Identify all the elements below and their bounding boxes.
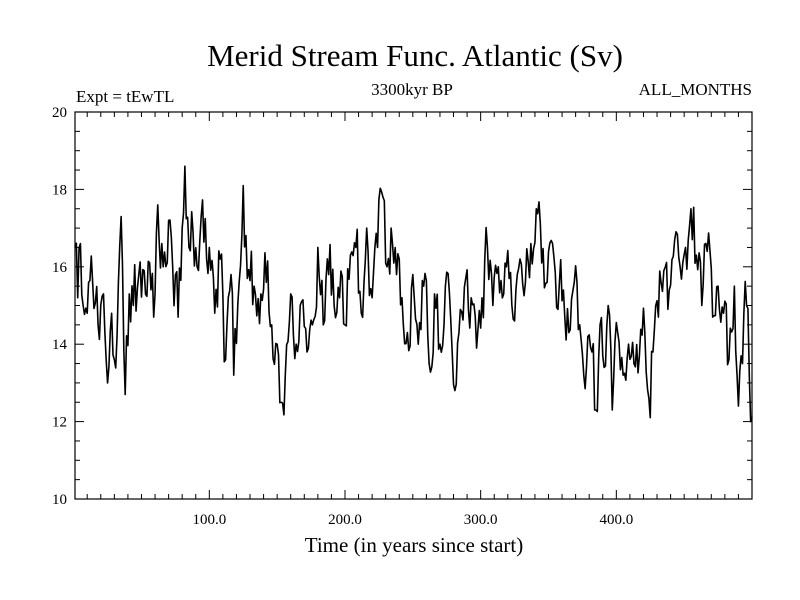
- x-tick-label: 400.0: [599, 512, 633, 528]
- y-axis: 10 12 14 16 18 20: [52, 105, 752, 508]
- x-tick-label: 100.0: [192, 512, 226, 528]
- y-tick-label: 14: [52, 337, 68, 353]
- y-tick-label: 16: [52, 260, 68, 276]
- y-tick-label: 18: [52, 182, 67, 198]
- experiment-label: Expt = tEwTL: [76, 87, 174, 106]
- period-label: 3300kyr BP: [371, 80, 453, 99]
- x-axis: 100.0 200.0 300.0 400.0: [86, 112, 739, 528]
- y-tick-label: 20: [52, 105, 67, 121]
- series-line: [74, 165, 753, 423]
- chart-title: Merid Stream Func. Atlantic (Sv): [207, 38, 623, 73]
- y-tick-label: 12: [52, 415, 67, 431]
- series-layer: [74, 165, 753, 423]
- x-tick-label: 200.0: [328, 512, 362, 528]
- x-tick-label: 300.0: [464, 512, 498, 528]
- x-axis-title: Time (in years since start): [305, 533, 524, 557]
- y-tick-label: 10: [52, 492, 67, 508]
- months-label: ALL_MONTHS: [639, 80, 752, 99]
- plot-frame: [74, 111, 753, 500]
